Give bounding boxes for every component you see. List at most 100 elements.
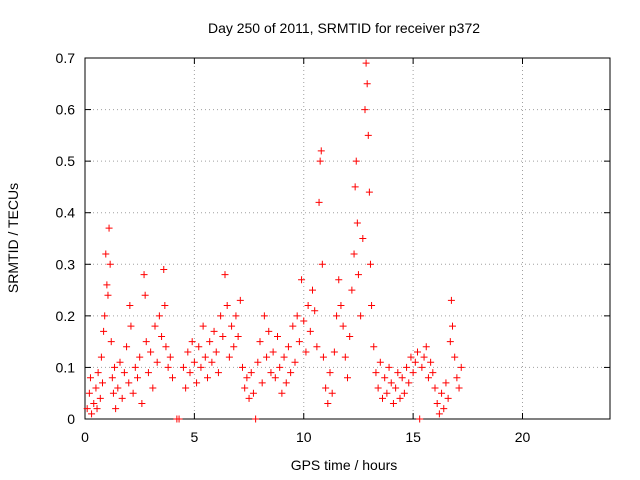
- data-point: [108, 374, 116, 382]
- data-point: [206, 338, 214, 346]
- data-point: [155, 312, 163, 320]
- data-point: [289, 322, 297, 330]
- data-point: [348, 286, 356, 294]
- data-point: [204, 374, 211, 382]
- data-point: [280, 353, 288, 361]
- data-point: [429, 369, 437, 377]
- data-point: [112, 405, 120, 413]
- data-point: [400, 389, 408, 397]
- data-point: [344, 374, 351, 382]
- data-point: [368, 302, 376, 310]
- data-point: [293, 312, 301, 320]
- data-point: [208, 358, 216, 366]
- data-point: [311, 307, 319, 315]
- data-point: [162, 343, 170, 351]
- data-point: [389, 400, 397, 408]
- data-point: [144, 369, 152, 377]
- data-point: [96, 394, 104, 402]
- data-point: [193, 379, 201, 387]
- y-tick-label: 0.3: [56, 256, 76, 272]
- data-point: [158, 332, 166, 340]
- grid: [85, 58, 610, 419]
- data-point: [449, 322, 456, 330]
- data-point: [120, 369, 128, 377]
- data-point: [396, 394, 404, 402]
- data-point: [357, 312, 365, 320]
- data-point: [140, 271, 148, 279]
- data-point: [291, 358, 299, 366]
- data-point: [258, 379, 266, 387]
- data-point: [324, 400, 332, 408]
- data-point: [166, 353, 174, 361]
- data-point: [252, 415, 260, 423]
- plot-frame: [84, 57, 611, 420]
- data-point: [267, 369, 275, 377]
- y-tick-label: 0.1: [56, 359, 76, 375]
- data-point: [106, 260, 114, 268]
- data-point: [210, 327, 218, 335]
- data-point: [114, 384, 122, 392]
- data-point: [354, 271, 362, 279]
- data-point: [164, 363, 172, 371]
- data-point: [225, 353, 233, 361]
- data-point: [405, 379, 413, 387]
- data-point: [230, 343, 238, 351]
- data-point: [129, 389, 137, 397]
- data-point: [199, 322, 207, 330]
- data-point: [383, 389, 391, 397]
- data-point: [123, 343, 131, 351]
- data-point: [295, 338, 303, 346]
- data-point: [416, 415, 424, 423]
- data-point: [328, 389, 336, 397]
- data-point: [188, 338, 196, 346]
- data-point: [100, 327, 108, 335]
- data-point: [282, 379, 290, 387]
- data-point: [85, 389, 93, 397]
- data-point: [86, 374, 94, 382]
- data-point: [228, 322, 236, 330]
- data-point: [387, 379, 395, 387]
- x-tick-label: 15: [405, 429, 421, 445]
- data-point: [315, 198, 323, 206]
- data-point: [125, 379, 133, 387]
- data-point: [111, 363, 119, 371]
- data-point: [214, 369, 222, 377]
- data-point: [363, 80, 371, 88]
- data-point: [440, 405, 448, 413]
- y-tick-label: 0.6: [56, 102, 76, 118]
- x-tick-label: 10: [296, 429, 312, 445]
- data-point: [147, 348, 155, 356]
- data-point: [376, 358, 384, 366]
- data-point: [451, 353, 459, 361]
- data-point: [179, 363, 187, 371]
- data-point: [398, 374, 406, 382]
- data-point: [351, 183, 359, 191]
- data-point: [195, 343, 203, 351]
- data-point: [298, 276, 306, 284]
- data-point: [151, 322, 159, 330]
- data-point: [322, 384, 330, 392]
- data-point: [254, 358, 262, 366]
- data-point: [302, 348, 310, 356]
- data-point: [381, 374, 389, 382]
- data-point: [284, 343, 292, 351]
- data-point: [102, 250, 110, 258]
- y-tick-label: 0.4: [56, 205, 76, 221]
- data-point: [306, 327, 314, 335]
- data-point: [92, 384, 100, 392]
- data-point: [109, 389, 117, 397]
- data-point: [127, 322, 135, 330]
- data-point: [138, 400, 146, 408]
- data-point: [141, 291, 149, 299]
- data-point: [126, 302, 134, 310]
- data-point: [131, 363, 139, 371]
- axis-ticks: 0 0.1 0.2 0.3 0.4 0.5 0.6 0.7 0 5 10 15 20: [56, 50, 610, 445]
- data-point: [190, 358, 198, 366]
- data-point: [241, 384, 249, 392]
- data-point: [364, 131, 372, 139]
- data-point: [197, 363, 205, 371]
- data-point: [134, 374, 141, 382]
- data-point: [309, 286, 316, 294]
- data-point: [94, 369, 102, 377]
- data-point: [118, 394, 126, 402]
